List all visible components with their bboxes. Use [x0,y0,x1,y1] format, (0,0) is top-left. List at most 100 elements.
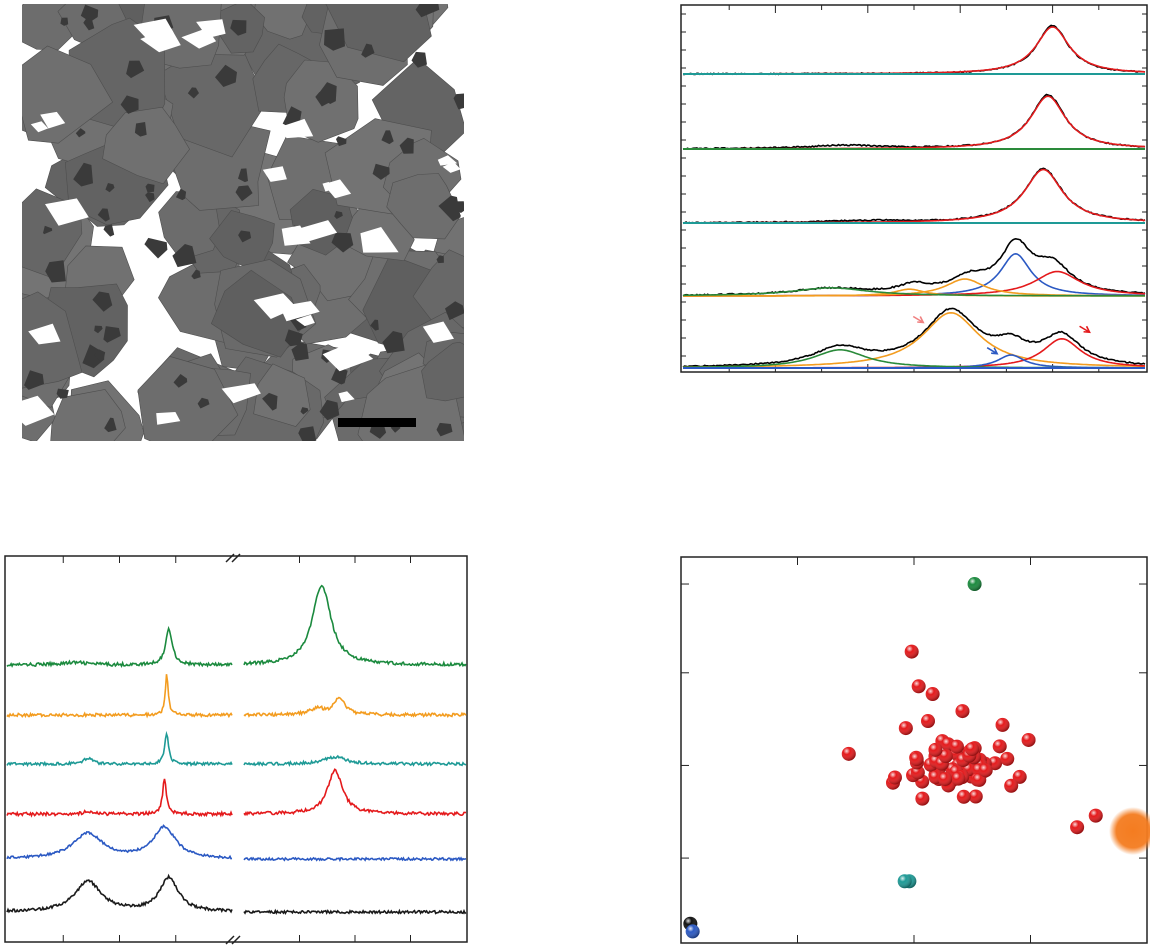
dark-phase-inclusion [175,188,187,201]
scatter-panel [680,556,1150,946]
fitted-spectra-chart [680,4,1148,373]
dark-phase-inclusion [381,130,394,145]
dark-phase-inclusion [262,392,278,411]
stacked-spectra-chart [4,553,468,945]
grain [325,4,432,63]
dark-phase-inclusion [94,349,106,361]
spectrum-line [243,696,467,719]
grain [210,269,303,358]
spectrum-line [6,674,233,719]
dark-phase-inclusion [43,225,53,235]
scatter-point-shading [1070,820,1085,835]
pore [196,19,226,38]
pore [22,395,55,426]
dark-phase-inclusion [331,366,348,385]
spectrum-fit-line [683,95,1146,150]
scatter-point-shading [920,714,935,729]
spectrum-line [6,824,233,860]
scatter-point-shading [992,739,1007,754]
pore [280,118,314,139]
dark-phase-inclusion [445,301,464,321]
dark-phase-inclusion [411,51,427,68]
dark-phase-inclusion [92,291,113,312]
dark-phase-inclusion [238,230,252,243]
pore [40,111,66,129]
scatter-point-shading [949,739,964,754]
dark-phase-inclusion [372,163,390,180]
scatter-point-shading [955,704,970,719]
dark-phase-inclusion [319,399,340,421]
pore [322,182,337,192]
spectra-curves [682,24,1146,369]
pore [295,314,315,327]
dark-phase-inclusion [145,183,155,193]
spectrum-line [6,625,233,668]
dark-phase-inclusion [436,422,453,437]
pore [262,166,287,182]
dark-phase-inclusion [197,397,210,409]
pore [28,323,61,345]
spectrum-line [6,873,233,914]
dark-phase-inclusion [97,208,110,222]
scatter-point-shading [915,791,930,806]
dark-phase-inclusion [370,319,379,331]
dark-phase-inclusion [452,201,464,213]
scatter-point-shading [1012,769,1027,784]
spectrum-measured-line [682,93,1146,151]
dark-phase-inclusion [24,370,44,390]
grain-layer [22,4,464,441]
spectrum-measured-line [682,237,1146,297]
micrograph-image [22,4,464,441]
dark-phase-inclusion [324,28,345,51]
spectrum-measured-line [682,24,1146,76]
scatter-point-shading [887,770,902,785]
scatter-point-shading [938,772,953,787]
dark-phase-inclusion [45,260,66,283]
dark-phase-inclusion [104,417,117,433]
dark-phase-inclusion [291,342,309,361]
spectrum-line [243,754,467,767]
scatter-point-shading [685,924,700,939]
dark-phase-inclusion [187,87,199,99]
spectrum-measured-line [682,307,1146,368]
scatter-point-shading [911,679,926,694]
scatter-point-shading [1000,751,1015,766]
axis-ticks [62,556,411,942]
scatter-points [683,577,1150,939]
grain [421,341,464,402]
spectrum-line [243,856,467,863]
dark-phase-inclusion [284,329,303,347]
dark-phase-inclusion [215,64,237,87]
spectrum-line [243,584,467,668]
scatter-point-shading [956,789,971,804]
dark-phase-inclusion [120,95,139,114]
grain [253,363,311,427]
dark-phase-inclusion [361,43,375,58]
dark-phase-inclusion [172,244,197,268]
pore [221,383,261,404]
peak-arrow [986,347,999,355]
pore [338,391,355,403]
pore [30,121,49,133]
scatter-point-shading [1004,778,1019,793]
spectra-curves [6,584,467,916]
scatter-point-shading [841,746,856,761]
dark-phase-inclusion [369,425,387,439]
spectrum-fit-line [683,168,1146,224]
dark-phase-inclusion [453,93,464,110]
spectrum-line [6,778,233,818]
spectrum-measured-line [682,167,1146,225]
fitted-spectra-panel [680,4,1150,376]
dark-phase-inclusion [238,168,248,183]
pore [45,198,89,226]
dark-phase-inclusion [126,60,145,79]
dark-phase-inclusion [103,326,121,343]
pore [360,227,399,253]
scatter-point-shading [951,771,966,786]
pore [322,341,374,372]
spectrum-line [243,908,467,916]
peak-arrow [1079,325,1091,334]
plot-frame [4,555,468,943]
spectrum-line [6,730,233,768]
pore [422,321,454,343]
